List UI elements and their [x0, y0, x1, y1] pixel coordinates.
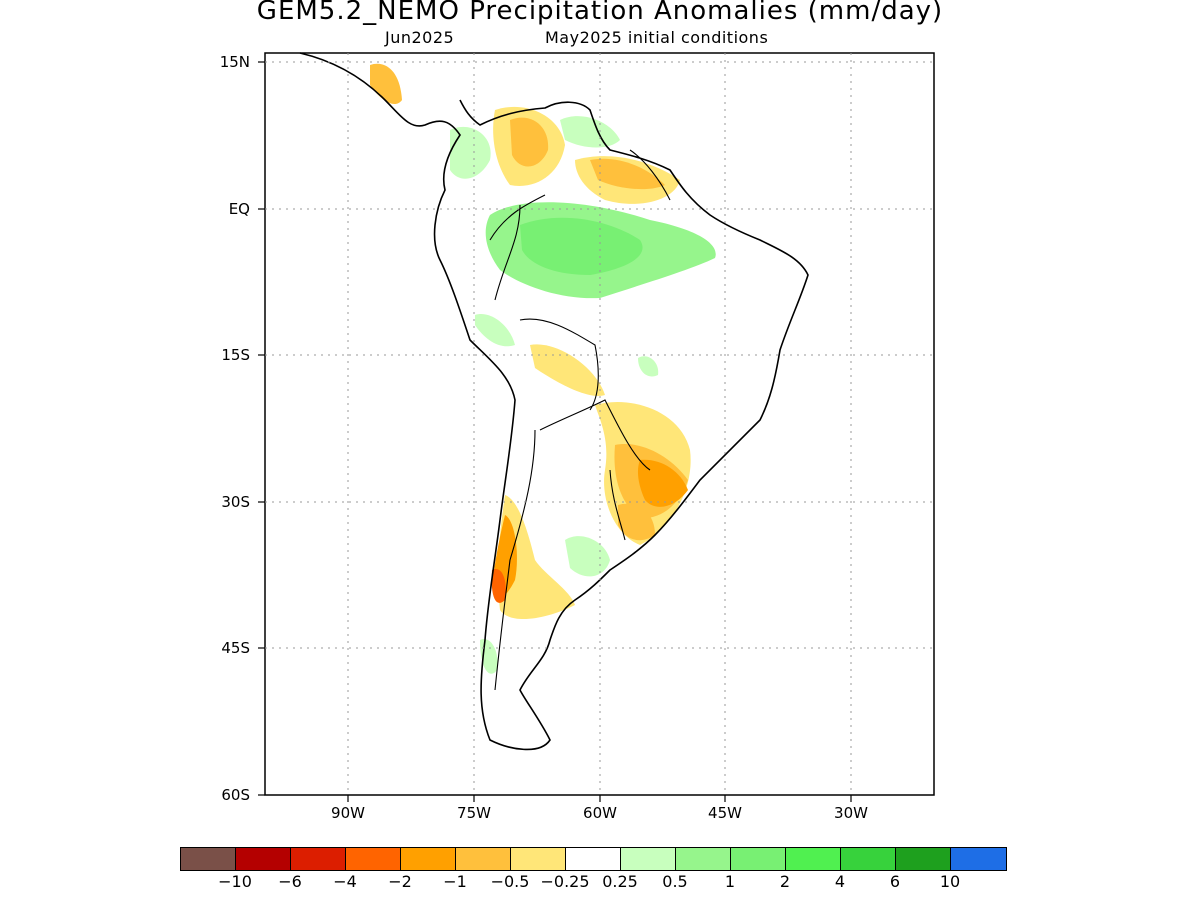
colorbar-swatch: [456, 848, 511, 870]
chile-dry-peak: [491, 569, 506, 603]
initial-conditions: May2025 initial conditions: [545, 28, 769, 47]
forecast-month: Jun2025: [385, 28, 455, 47]
colorbar-swatch: [896, 848, 951, 870]
colorbar-label: 0.25: [602, 872, 638, 891]
colorbar-swatch: [181, 848, 236, 870]
southern-brazil-dry-peak: [637, 459, 688, 507]
guiana-wet-anomaly: [560, 116, 620, 148]
colorbar: [180, 847, 1007, 871]
colorbar-swatch: [676, 848, 731, 870]
lon-label-90w: 90W: [331, 804, 365, 822]
colorbar-swatch: [731, 848, 786, 870]
central-america-dry: [370, 63, 402, 105]
venezuela-dry-core: [510, 117, 549, 167]
colorbar-swatch: [236, 848, 291, 870]
colorbar-swatch: [841, 848, 896, 870]
colorbar-label: 10: [939, 872, 961, 891]
colombia-wet-anomaly: [450, 126, 491, 179]
bolivia-dry-anomaly: [530, 344, 605, 396]
colorbar-swatch: [786, 848, 841, 870]
coastline: [299, 52, 809, 751]
colorbar-label: −10: [218, 872, 252, 891]
colorbar-swatch: [346, 848, 401, 870]
colorbar-label: −0.25: [540, 872, 590, 891]
amazon-wet-core: [520, 217, 643, 275]
anomaly-fields: [370, 63, 716, 674]
colorbar-label: −4: [333, 872, 357, 891]
colorbar-swatch: [511, 848, 566, 870]
colorbar-label: −6: [278, 872, 302, 891]
lon-label-60w: 60W: [583, 804, 617, 822]
peru-wet-anomaly: [475, 314, 515, 347]
map-title: GEM5.2_NEMO Precipitation Anomalies (mm/…: [256, 0, 944, 26]
lat-label-15s: 15S: [221, 346, 250, 364]
colorbar-label: 2: [779, 872, 791, 891]
brazil-wet-spot: [638, 356, 659, 377]
lat-label-30s: 30S: [221, 493, 250, 511]
guianas-dry-core: [590, 158, 665, 190]
colorbar-swatch: [291, 848, 346, 870]
lat-label-eq: EQ: [228, 200, 250, 218]
lon-label-45w: 45W: [708, 804, 742, 822]
lon-label-30w: 30W: [834, 804, 868, 822]
patagonia-dry-anomaly: [497, 495, 575, 620]
colorbar-label: −0.5: [490, 872, 530, 891]
colorbar-label: −2: [388, 872, 412, 891]
lat-label-45s: 45S: [221, 639, 250, 657]
colorbar-swatch: [566, 848, 621, 870]
graticule: [265, 53, 934, 795]
uruguay-dry: [618, 503, 655, 541]
colorbar-swatch: [621, 848, 676, 870]
colorbar-swatch: [951, 848, 1006, 870]
lat-label-60s: 60S: [221, 786, 250, 804]
country-borders: [489, 149, 671, 691]
colorbar-label: 4: [834, 872, 846, 891]
colorbar-swatch: [401, 848, 456, 870]
colorbar-label: 1: [724, 872, 736, 891]
lat-label-15n: 15N: [219, 53, 250, 71]
argentina-wet-anomaly: [565, 536, 610, 577]
colorbar-label: 0.5: [662, 872, 688, 891]
axis-ticks: [258, 61, 852, 802]
lon-label-75w: 75W: [457, 804, 491, 822]
colorbar-label: 6: [889, 872, 901, 891]
colorbar-label: −1: [443, 872, 467, 891]
